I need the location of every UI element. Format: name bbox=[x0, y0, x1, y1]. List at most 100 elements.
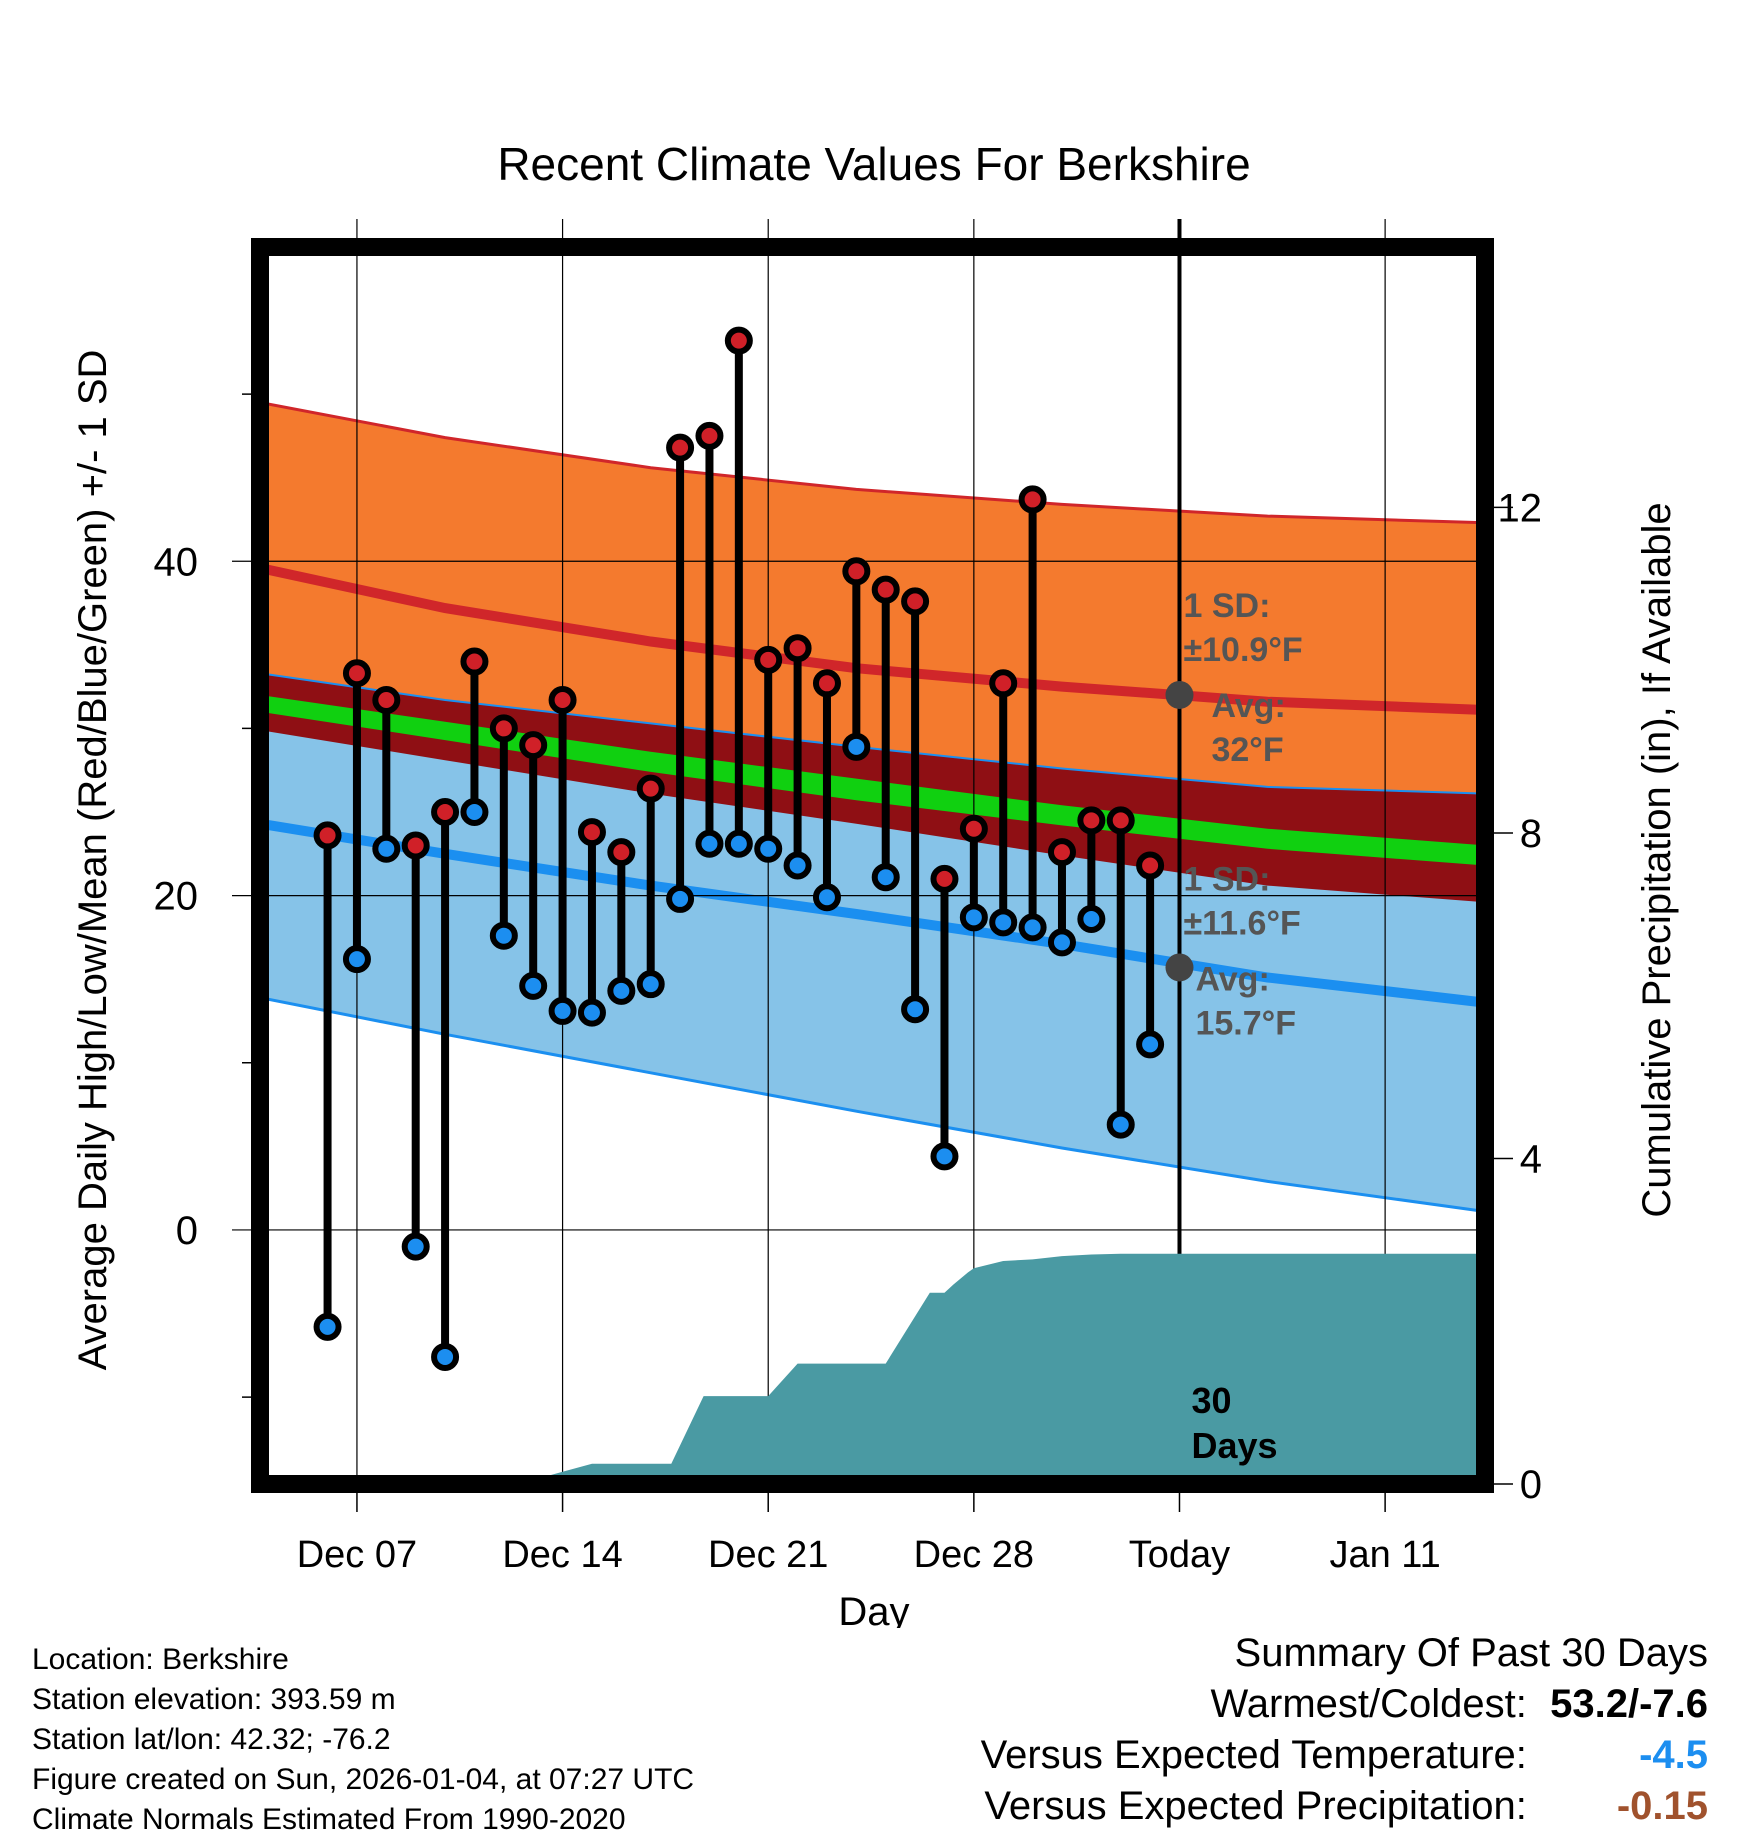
low-temp-point bbox=[695, 829, 724, 858]
high-avg-label: 32°F bbox=[1211, 731, 1283, 769]
high-temp-point bbox=[1136, 851, 1165, 880]
high-temp-point bbox=[607, 838, 636, 867]
high-temp-point bbox=[1018, 485, 1047, 514]
high-temp-point bbox=[372, 686, 401, 715]
high-temp-point bbox=[1047, 838, 1076, 867]
high-temp-point bbox=[930, 864, 959, 893]
low-temp-point bbox=[548, 996, 577, 1025]
high-avg-label: Avg: bbox=[1211, 687, 1285, 725]
latlon-text: Station lat/lon: 42.32; -76.2 bbox=[32, 1723, 391, 1756]
summary-vs-precip-row: Versus Expected Precipitation: -0.15 bbox=[981, 1781, 1708, 1832]
today-window-label: 30 bbox=[1191, 1380, 1231, 1421]
low-temp-point bbox=[989, 908, 1018, 937]
chart-title: Recent Climate Values For Berkshire bbox=[497, 138, 1250, 190]
high-temp-point bbox=[431, 798, 460, 827]
high-temp-point bbox=[989, 669, 1018, 698]
y2-axis-label: Cumulative Precipitation (in), If Availa… bbox=[1635, 502, 1679, 1217]
low-temp-point bbox=[930, 1142, 959, 1171]
high-temp-point bbox=[548, 686, 577, 715]
precipitation-area bbox=[260, 1253, 1485, 1484]
vs-temp-value: -4.5 bbox=[1639, 1733, 1708, 1777]
plot-frame bbox=[251, 238, 1494, 1493]
high-temp-point bbox=[959, 814, 988, 843]
low-avg-marker bbox=[1165, 953, 1194, 982]
warmest-label: Warmest/Coldest: bbox=[1210, 1682, 1527, 1726]
normals-text: Climate Normals Estimated From 1990-2020 bbox=[32, 1803, 626, 1836]
low-temp-point bbox=[1106, 1110, 1135, 1139]
low-temp-point bbox=[812, 883, 841, 912]
high-temp-point bbox=[489, 714, 518, 743]
location-text: Location: Berkshire bbox=[32, 1643, 289, 1676]
summary-title: Summary Of Past 30 Days bbox=[1234, 1631, 1708, 1675]
high-avg-marker bbox=[1165, 680, 1194, 709]
high-temp-point bbox=[724, 326, 753, 355]
high-temp-point bbox=[342, 659, 371, 688]
y2-tick-label: 12 bbox=[1498, 486, 1543, 530]
x-axis-label: Day bbox=[838, 1590, 909, 1628]
x-tick-label: Today bbox=[1129, 1534, 1230, 1576]
low-temp-point bbox=[842, 732, 871, 761]
low-temp-point bbox=[460, 798, 489, 827]
low-temp-point bbox=[871, 863, 900, 892]
vs-temp-label: Versus Expected Temperature: bbox=[980, 1733, 1527, 1777]
climate-chart: Recent Climate Values For Berkshire 1 SD… bbox=[71, 138, 1679, 1628]
low-temp-point bbox=[1018, 913, 1047, 942]
low-temp-point bbox=[577, 998, 606, 1027]
low-temp-point bbox=[901, 995, 930, 1024]
high-temp-point bbox=[460, 647, 489, 676]
high-temp-point bbox=[871, 575, 900, 604]
low-temp-point bbox=[431, 1342, 460, 1371]
high-temp-point bbox=[313, 821, 342, 850]
low-sd-label: 1 SD: bbox=[1183, 860, 1270, 898]
low-temp-point bbox=[372, 834, 401, 863]
high-temp-point bbox=[812, 669, 841, 698]
low-temp-point bbox=[783, 851, 812, 880]
summary-panel: Summary Of Past 30 Days Warmest/Coldest:… bbox=[981, 1628, 1708, 1832]
high-temp-point bbox=[636, 774, 665, 803]
y-tick-label: 40 bbox=[154, 540, 199, 584]
low-temp-point bbox=[401, 1232, 430, 1261]
created-text: Figure created on Sun, 2026-01-04, at 07… bbox=[32, 1763, 695, 1796]
y2-tick-label: 0 bbox=[1520, 1463, 1542, 1507]
high-temp-point bbox=[666, 433, 695, 462]
low-temp-point bbox=[1047, 928, 1076, 957]
x-tick-label: Dec 14 bbox=[502, 1534, 622, 1576]
high-sd-label: 1 SD: bbox=[1183, 587, 1270, 625]
x-tick-label: Dec 07 bbox=[297, 1534, 417, 1576]
low-temp-point bbox=[342, 945, 371, 974]
y2-tick-label: 8 bbox=[1520, 812, 1542, 856]
low-temp-point bbox=[607, 976, 636, 1005]
low-temp-point bbox=[519, 971, 548, 1000]
y-tick-label: 20 bbox=[154, 875, 199, 919]
high-temp-point bbox=[901, 587, 930, 616]
summary-warmest-row: Warmest/Coldest: 53.2/-7.6 bbox=[981, 1679, 1709, 1730]
low-temp-point bbox=[1077, 904, 1106, 933]
warmest-value: 53.2/-7.6 bbox=[1550, 1682, 1708, 1726]
high-temp-point bbox=[695, 421, 724, 450]
vs-precip-label: Versus Expected Precipitation: bbox=[984, 1784, 1527, 1828]
low-temp-point bbox=[959, 903, 988, 932]
y2-tick-label: 4 bbox=[1520, 1137, 1542, 1181]
vs-precip-value: -0.15 bbox=[1616, 1784, 1708, 1828]
high-temp-point bbox=[1106, 806, 1135, 835]
y-tick-label: 0 bbox=[176, 1209, 198, 1253]
low-temp-point bbox=[754, 834, 783, 863]
x-tick-label: Jan 11 bbox=[1329, 1534, 1440, 1576]
y-axis-label: Average Daily High/Low/Mean (Red/Blue/Gr… bbox=[71, 350, 115, 1371]
high-upper-sd-line bbox=[260, 401, 1485, 525]
high-temp-point bbox=[519, 731, 548, 760]
today-window-label: Days bbox=[1191, 1425, 1277, 1466]
high-temp-point bbox=[401, 831, 430, 860]
low-temp-point bbox=[666, 884, 695, 913]
high-temp-point bbox=[842, 557, 871, 586]
high-temp-point bbox=[1077, 806, 1106, 835]
high-temp-point bbox=[754, 645, 783, 674]
high-temp-point bbox=[577, 818, 606, 847]
low-avg-label: Avg: bbox=[1195, 960, 1269, 998]
elevation-text: Station elevation: 393.59 m bbox=[32, 1683, 396, 1716]
high-sd-label: ±10.9°F bbox=[1183, 631, 1302, 669]
x-tick-label: Dec 28 bbox=[914, 1534, 1034, 1576]
low-avg-label: 15.7°F bbox=[1195, 1004, 1296, 1042]
low-temp-point bbox=[724, 829, 753, 858]
low-temp-point bbox=[1136, 1030, 1165, 1059]
